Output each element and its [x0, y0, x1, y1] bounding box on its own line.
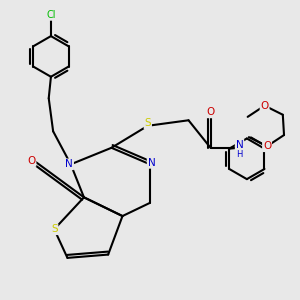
Text: N: N: [236, 140, 243, 150]
Text: H: H: [236, 150, 243, 159]
Text: S: S: [51, 224, 58, 234]
Text: N: N: [148, 158, 155, 168]
Text: N: N: [65, 159, 73, 169]
Text: O: O: [206, 107, 215, 117]
Text: S: S: [145, 118, 151, 128]
Text: O: O: [260, 101, 269, 111]
Text: O: O: [263, 141, 271, 151]
Text: O: O: [27, 156, 36, 166]
Text: Cl: Cl: [46, 10, 56, 20]
